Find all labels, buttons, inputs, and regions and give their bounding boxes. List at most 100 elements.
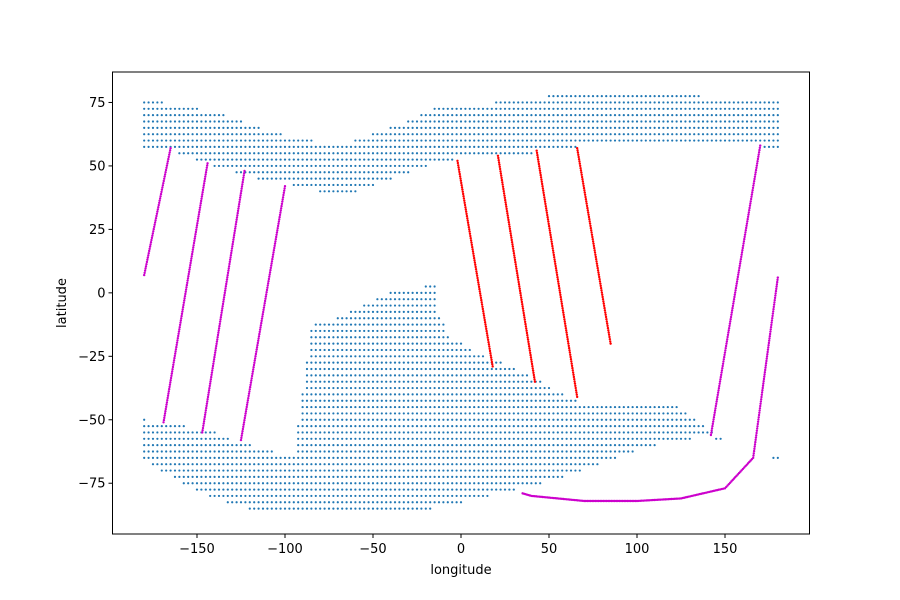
red-track-point [530, 358, 533, 361]
grid-point [543, 418, 546, 421]
grid-point [499, 444, 502, 447]
magenta-track-point [770, 321, 773, 324]
grid-point [191, 114, 194, 117]
grid-point [358, 158, 361, 161]
magenta-track-point [230, 251, 233, 255]
magenta-track-point [256, 341, 260, 345]
grid-point [662, 437, 665, 440]
red-track-point [608, 337, 612, 341]
grid-point [411, 501, 414, 504]
grid-point [442, 418, 445, 421]
grid-point [490, 463, 493, 466]
grid-point [332, 450, 335, 453]
grid-point [327, 450, 331, 453]
grid-point [631, 114, 634, 117]
grid-point [433, 374, 436, 377]
grid-point [332, 463, 335, 466]
magenta-track-point [239, 438, 243, 442]
grid-point [393, 437, 397, 440]
grid-point [512, 380, 515, 383]
grid-point [200, 456, 203, 459]
grid-point [587, 126, 590, 129]
red-track-point [540, 180, 543, 183]
grid-point [222, 120, 225, 123]
magenta-track-point [713, 409, 717, 412]
magenta-track-point [718, 382, 721, 385]
magenta-track-point [273, 244, 276, 248]
grid-point [583, 133, 586, 136]
grid-point [407, 456, 410, 459]
magenta-track-point [743, 235, 746, 239]
grid-point [253, 482, 256, 485]
grid-point [371, 380, 375, 383]
grid-point [437, 431, 441, 434]
red-track-point [506, 214, 509, 217]
magenta-track-point [189, 259, 193, 262]
grid-point [459, 475, 463, 478]
grid-point [283, 164, 287, 168]
magenta-track-point [209, 378, 213, 381]
grid-point [310, 488, 313, 491]
grid-point [411, 405, 414, 409]
grid-point [305, 386, 309, 390]
grid-point [398, 342, 401, 345]
grid-point [341, 412, 344, 415]
grid-point [310, 361, 313, 364]
grid-point [319, 412, 322, 415]
grid-point [178, 469, 181, 472]
grid-point [649, 431, 652, 434]
grid-point [499, 418, 502, 421]
grid-point [429, 475, 432, 478]
grid-point [429, 133, 432, 136]
grid-point [231, 482, 234, 485]
grid-point [565, 469, 568, 472]
red-track-point [458, 170, 461, 174]
grid-point [451, 444, 454, 447]
grid-point [411, 361, 414, 364]
grid-point [605, 114, 608, 117]
red-track-point [489, 354, 492, 357]
red-track-point [553, 258, 556, 261]
grid-point [349, 317, 353, 320]
grid-point [424, 463, 427, 466]
red-track-point [522, 311, 525, 315]
grid-point [653, 405, 656, 409]
magenta-track-point [165, 403, 168, 406]
grid-point [393, 393, 397, 396]
grid-point [587, 437, 590, 440]
grid-point [398, 355, 401, 358]
red-track-point [571, 371, 575, 374]
red-track-point [505, 205, 508, 208]
grid-point [345, 145, 348, 148]
grid-point [446, 107, 449, 110]
grid-point [420, 507, 423, 510]
red-track-point [542, 189, 545, 192]
grid-point [613, 456, 617, 459]
red-track-point [574, 384, 577, 388]
grid-point [547, 399, 551, 402]
grid-point [710, 120, 713, 123]
grid-point [517, 386, 520, 390]
red-track-point [516, 274, 519, 277]
grid-point [728, 126, 731, 129]
grid-point [257, 463, 260, 466]
grid-point [455, 444, 458, 447]
grid-point [534, 101, 537, 104]
magenta-track-point [726, 335, 729, 339]
grid-point [587, 101, 590, 104]
grid-point [393, 469, 397, 472]
magenta-track-point [282, 191, 286, 195]
grid-point [649, 133, 652, 136]
grid-point [345, 475, 348, 478]
grid-point [301, 145, 304, 148]
magenta-track-point [211, 364, 215, 368]
grid-point [468, 444, 471, 447]
grid-point [270, 475, 273, 478]
grid-point [165, 120, 168, 123]
grid-point [424, 152, 427, 155]
grid-point [701, 114, 705, 117]
grid-point [446, 348, 449, 352]
red-track-point [598, 280, 602, 283]
grid-point [442, 367, 445, 371]
grid-point [745, 101, 749, 104]
